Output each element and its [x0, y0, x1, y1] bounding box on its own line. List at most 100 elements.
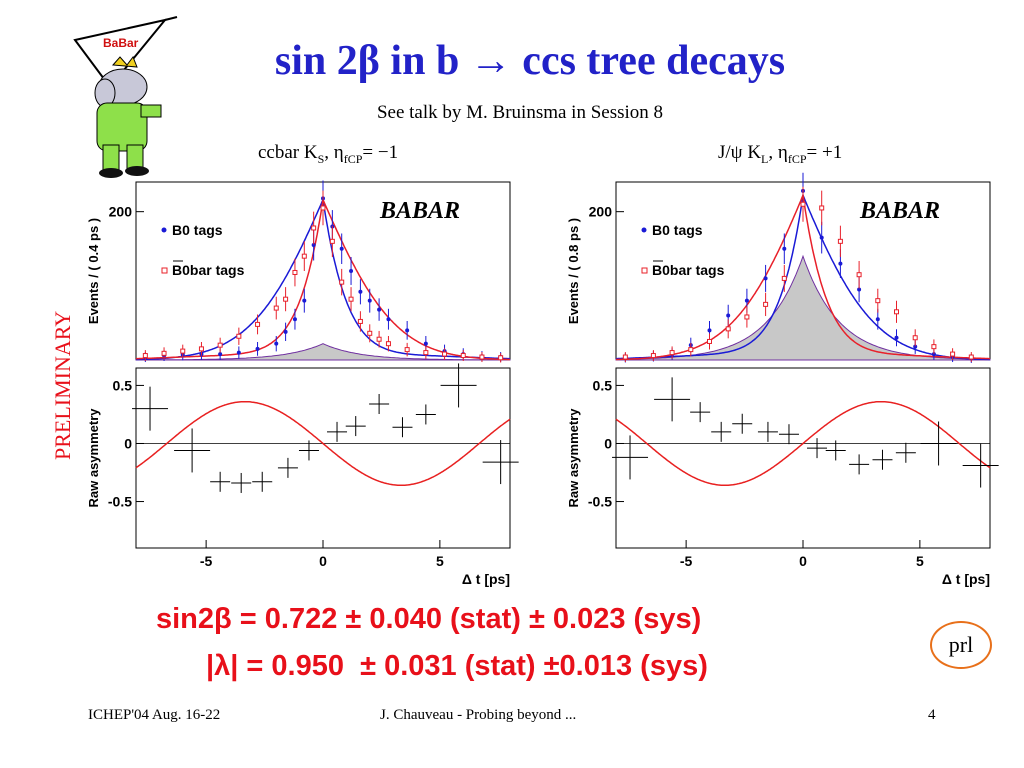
b0-data-point — [782, 246, 787, 251]
subtitle: See talk by M. Bruinsma in Session 8 — [376, 102, 664, 123]
b0-data-point — [339, 246, 344, 251]
b0-data-point — [349, 269, 354, 273]
b0-data-point — [358, 289, 363, 294]
b0-data-point — [875, 317, 880, 322]
b0bar-data-point — [283, 296, 289, 302]
b0-data-point — [763, 276, 768, 281]
b0bar-data-point — [236, 333, 242, 339]
y-tick-label: -0.5 — [108, 494, 132, 510]
b0bar-data-point — [180, 348, 186, 354]
b0-data-point — [367, 298, 372, 303]
b0bar-data-point — [968, 354, 974, 360]
legend-b0-label: B0 tags — [652, 222, 703, 238]
chart-jpsi-kl: 200 Events / ( 0.8 ps ) B0 tags B0bar tags B… — [566, 172, 999, 587]
b0bar-data-point — [329, 238, 335, 244]
chart-ccbar-ks: 200 Events / ( 0.4 ps ) B0 tags B0bar tags B… — [86, 180, 519, 587]
b0bar-data-point — [688, 347, 694, 353]
b0-data-point — [707, 328, 712, 333]
b0bar-data-point — [357, 318, 363, 324]
b0bar-data-point — [301, 253, 307, 259]
b0bar-data-point — [669, 350, 675, 356]
b0bar-data-point — [837, 238, 843, 244]
footer-conference: ICHEP'04 Aug. 16-22 — [88, 707, 221, 723]
b0-data-point — [838, 261, 843, 266]
result-lambda: |λ| = 0.950 ± 0.031 (stat) ±0.013 (sys) — [206, 650, 708, 682]
prl-badge: prl — [930, 621, 992, 669]
preliminary-label: PRELIMINARY — [50, 311, 75, 460]
x-tick-label: 0 — [799, 553, 807, 569]
b0bar-data-point — [376, 336, 382, 342]
b0bar-data-point — [912, 335, 918, 341]
page-title: sin 2β in b → ccs tree decays — [274, 38, 786, 84]
b0bar-data-point — [931, 344, 937, 350]
y-axis-label-top: Events / ( 0.8 ps ) — [566, 218, 581, 324]
b0bar-data-point — [385, 341, 391, 347]
b0bar-data-point — [894, 309, 899, 315]
b0bar-data-point — [423, 350, 429, 356]
y-tick-label: 0.5 — [113, 377, 133, 393]
legend-b0-label: B0 tags — [172, 222, 223, 238]
babar-text-logo: BABAR — [379, 198, 460, 224]
x-tick-label: -5 — [200, 553, 213, 569]
b0-data-point — [218, 352, 223, 357]
legend-b0-marker — [641, 227, 647, 233]
b0-data-point — [931, 352, 936, 357]
legend-b0bar-marker — [161, 267, 168, 274]
b0bar-data-point — [273, 305, 279, 311]
b0bar-data-point — [479, 354, 485, 360]
b0bar-data-point — [763, 301, 769, 307]
b0bar-data-point — [367, 330, 373, 336]
elephant-icon — [94, 55, 162, 178]
b0-data-point — [726, 313, 731, 318]
b0bar-data-point — [800, 201, 806, 207]
b0bar-data-point — [404, 347, 410, 353]
b0bar-data-point — [856, 272, 862, 278]
b0bar-data-point — [348, 296, 354, 302]
b0bar-data-point — [950, 351, 956, 357]
b0bar-data-point — [707, 338, 712, 344]
b0bar-data-point — [725, 326, 731, 332]
b0bar-data-point — [744, 314, 750, 320]
legend-b0-marker — [161, 227, 167, 233]
legend-b0bar-label: B0bar tags — [172, 262, 245, 278]
b0bar-data-point — [339, 279, 345, 285]
y-tick-label: 0.5 — [593, 377, 613, 393]
b0-data-point — [377, 307, 382, 312]
result-sin2beta: sin2β = 0.722 ± 0.040 (stat) ± 0.023 (sy… — [156, 603, 702, 635]
asymmetry-fit-curve — [615, 400, 991, 487]
b0bar-data-point — [142, 353, 148, 359]
b0bar-data-point — [460, 353, 466, 359]
asymmetry-fit-curve — [135, 400, 511, 487]
b0-data-point — [283, 329, 288, 334]
y-axis-label-bottom: Raw asymmetry — [566, 408, 581, 508]
legend-b0bar-marker — [641, 267, 648, 274]
b0-data-point — [913, 344, 918, 349]
channel-label-right: J/ψ KL, ηfCP= +1 — [718, 142, 843, 166]
b0-data-point — [405, 328, 410, 333]
b0-data-point — [274, 341, 279, 346]
b0bar-data-point — [161, 350, 167, 356]
b0-data-point — [857, 287, 862, 292]
x-axis-label: Δ t [ps] — [462, 571, 510, 587]
x-tick-label: 0 — [319, 553, 327, 569]
b0bar-data-point — [781, 275, 787, 281]
b0bar-data-point — [320, 205, 326, 211]
b0-data-point — [292, 317, 297, 322]
b0bar-data-point — [217, 342, 223, 348]
x-tick-label: 5 — [436, 553, 444, 569]
y-tick-label: 0 — [604, 435, 612, 451]
b0bar-data-point — [650, 353, 656, 359]
b0-data-point — [302, 298, 307, 303]
x-axis-label: Δ t [ps] — [942, 571, 990, 587]
legend-b0bar-label: B0bar tags — [652, 262, 725, 278]
b0bar-data-point — [255, 321, 261, 327]
x-tick-label: 5 — [916, 553, 924, 569]
b0-data-point — [819, 235, 824, 240]
b0-data-point — [386, 317, 391, 322]
b0bar-data-point — [292, 269, 298, 275]
b0-data-point — [236, 350, 241, 355]
background-component — [135, 343, 511, 361]
channel-label-left: ccbar KS, ηfCP= −1 — [258, 142, 399, 166]
b0bar-data-point — [622, 354, 628, 360]
b0-data-point — [894, 335, 899, 340]
